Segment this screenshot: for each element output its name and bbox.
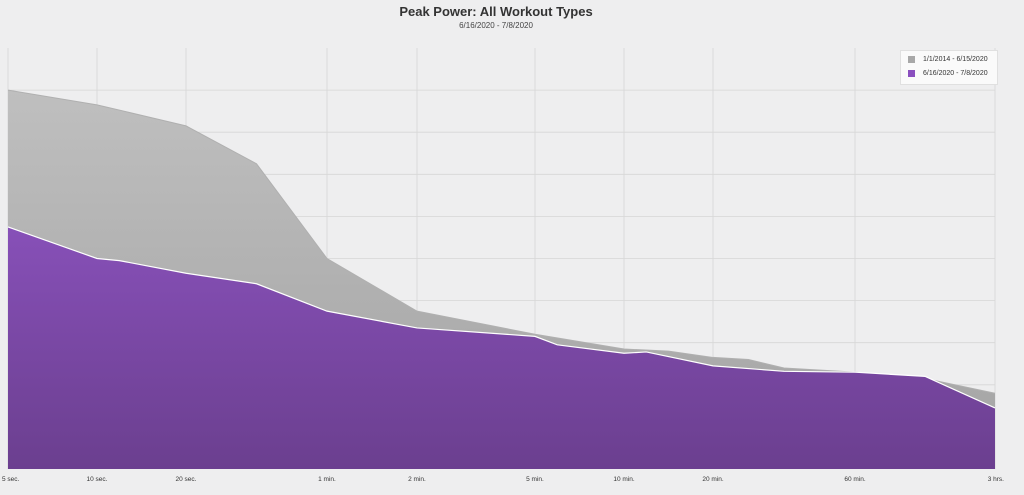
legend-label-series-2: 6/16/2020 - 7/8/2020 [923,70,988,77]
x-tick-label: 60 min. [844,476,866,483]
chart-subtitle: 6/16/2020 - 7/8/2020 [459,21,533,30]
x-tick-label: 1 min. [318,476,336,483]
series-area-2 [8,226,995,469]
legend-swatch-series-1 [908,56,915,63]
legend-item-series-2[interactable]: 6/16/2020 - 7/8/2020 [908,70,988,77]
series-line-1 [7,89,996,394]
x-tick-label: 3 hrs. [988,476,1004,483]
x-tick-label: 10 sec. [87,476,108,483]
x-tick-label: 5 sec. [2,476,20,483]
x-tick-label: 10 min. [613,476,635,483]
legend[interactable]: 1/1/2014 - 6/15/2020 6/16/2020 - 7/8/202… [900,50,998,85]
x-tick-label: 20 sec. [176,476,197,483]
series-areas [7,89,996,469]
x-axis-ticks: 5 sec. 10 sec. 20 sec. 1 min. 2 min. 5 min. 10… [2,476,1004,483]
x-tick-label: 5 min. [526,476,544,483]
chart-title: Peak Power: All Workout Types [399,4,593,19]
x-tick-label: 2 min. [408,476,426,483]
legend-swatch-series-2 [908,70,915,77]
x-tick-label: 20 min. [702,476,724,483]
series-line-2 [7,226,996,409]
legend-item-series-1[interactable]: 1/1/2014 - 6/15/2020 [908,56,988,63]
legend-label-series-1: 1/1/2014 - 6/15/2020 [923,56,988,63]
